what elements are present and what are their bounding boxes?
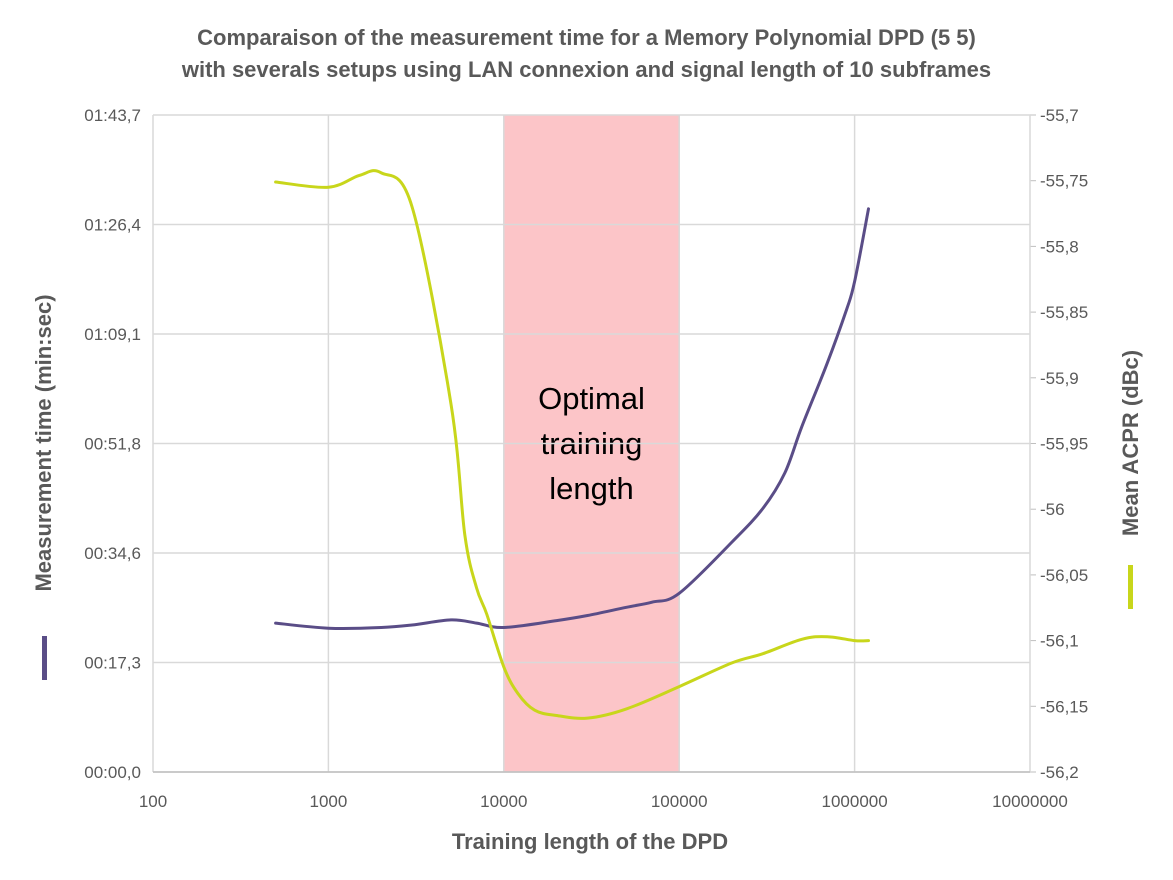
y-left-tick-label: 00:51,8 bbox=[84, 435, 141, 454]
y-right-tick-label: -55,9 bbox=[1040, 369, 1079, 388]
y-right-tick-label: -56,05 bbox=[1040, 566, 1088, 585]
tick-labels: 00:00,0 00:17,3 00:34,6 00:51,8 01:09,1 01:26… bbox=[84, 106, 1088, 811]
y-right-tick-label: -55,8 bbox=[1040, 237, 1079, 256]
x-tick-label: 100000 bbox=[651, 792, 708, 811]
y-left-tick-label: 01:09,1 bbox=[84, 325, 141, 344]
y-axis-right-legend-key bbox=[1128, 565, 1133, 609]
y-axis-left-legend-key bbox=[42, 636, 47, 680]
measurement-time-line bbox=[274, 207, 870, 630]
gridlines bbox=[152, 114, 1036, 773]
y-right-tick-label: -56,2 bbox=[1040, 763, 1079, 782]
y-right-tick-label: -56,1 bbox=[1040, 632, 1079, 651]
y-axis-right-title: Mean ACPR (dBc) bbox=[1118, 350, 1143, 536]
y-right-tick-label: -55,7 bbox=[1040, 106, 1079, 125]
x-tick-label: 1000000 bbox=[822, 792, 888, 811]
y-axis-left-title: Measurement time (min:sec) bbox=[31, 294, 56, 591]
y-right-tick-label: -56,15 bbox=[1040, 697, 1088, 716]
y-left-tick-label: 00:34,6 bbox=[84, 544, 141, 563]
y-right-tick-label: -55,85 bbox=[1040, 303, 1088, 322]
x-tick-label: 100 bbox=[139, 792, 167, 811]
series-layer bbox=[274, 169, 870, 720]
y-left-tick-label: 00:17,3 bbox=[84, 654, 141, 673]
optimal-band-label: length bbox=[549, 471, 633, 506]
chart-title-line-2: with severals setups using LAN connexion… bbox=[181, 57, 992, 82]
chart-title: Comparaison of the measurement time for … bbox=[0, 22, 1173, 86]
y-left-tick-label: 01:26,4 bbox=[84, 216, 141, 235]
x-tick-label: 1000 bbox=[309, 792, 347, 811]
chart-title-line-1: Comparaison of the measurement time for … bbox=[197, 25, 976, 50]
x-tick-label: 10000 bbox=[480, 792, 527, 811]
optimal-band-label: Optimal bbox=[538, 381, 645, 416]
x-tick-label: 10000000 bbox=[992, 792, 1068, 811]
mean-acpr-line bbox=[274, 169, 870, 720]
x-axis-title: Training length of the DPD bbox=[452, 829, 728, 854]
y-right-tick-label: -55,75 bbox=[1040, 172, 1088, 191]
y-left-tick-label: 01:43,7 bbox=[84, 106, 141, 125]
y-right-tick-label: -56 bbox=[1040, 500, 1065, 519]
y-right-tick-label: -55,95 bbox=[1040, 435, 1088, 454]
y-left-tick-label: 00:00,0 bbox=[84, 763, 141, 782]
